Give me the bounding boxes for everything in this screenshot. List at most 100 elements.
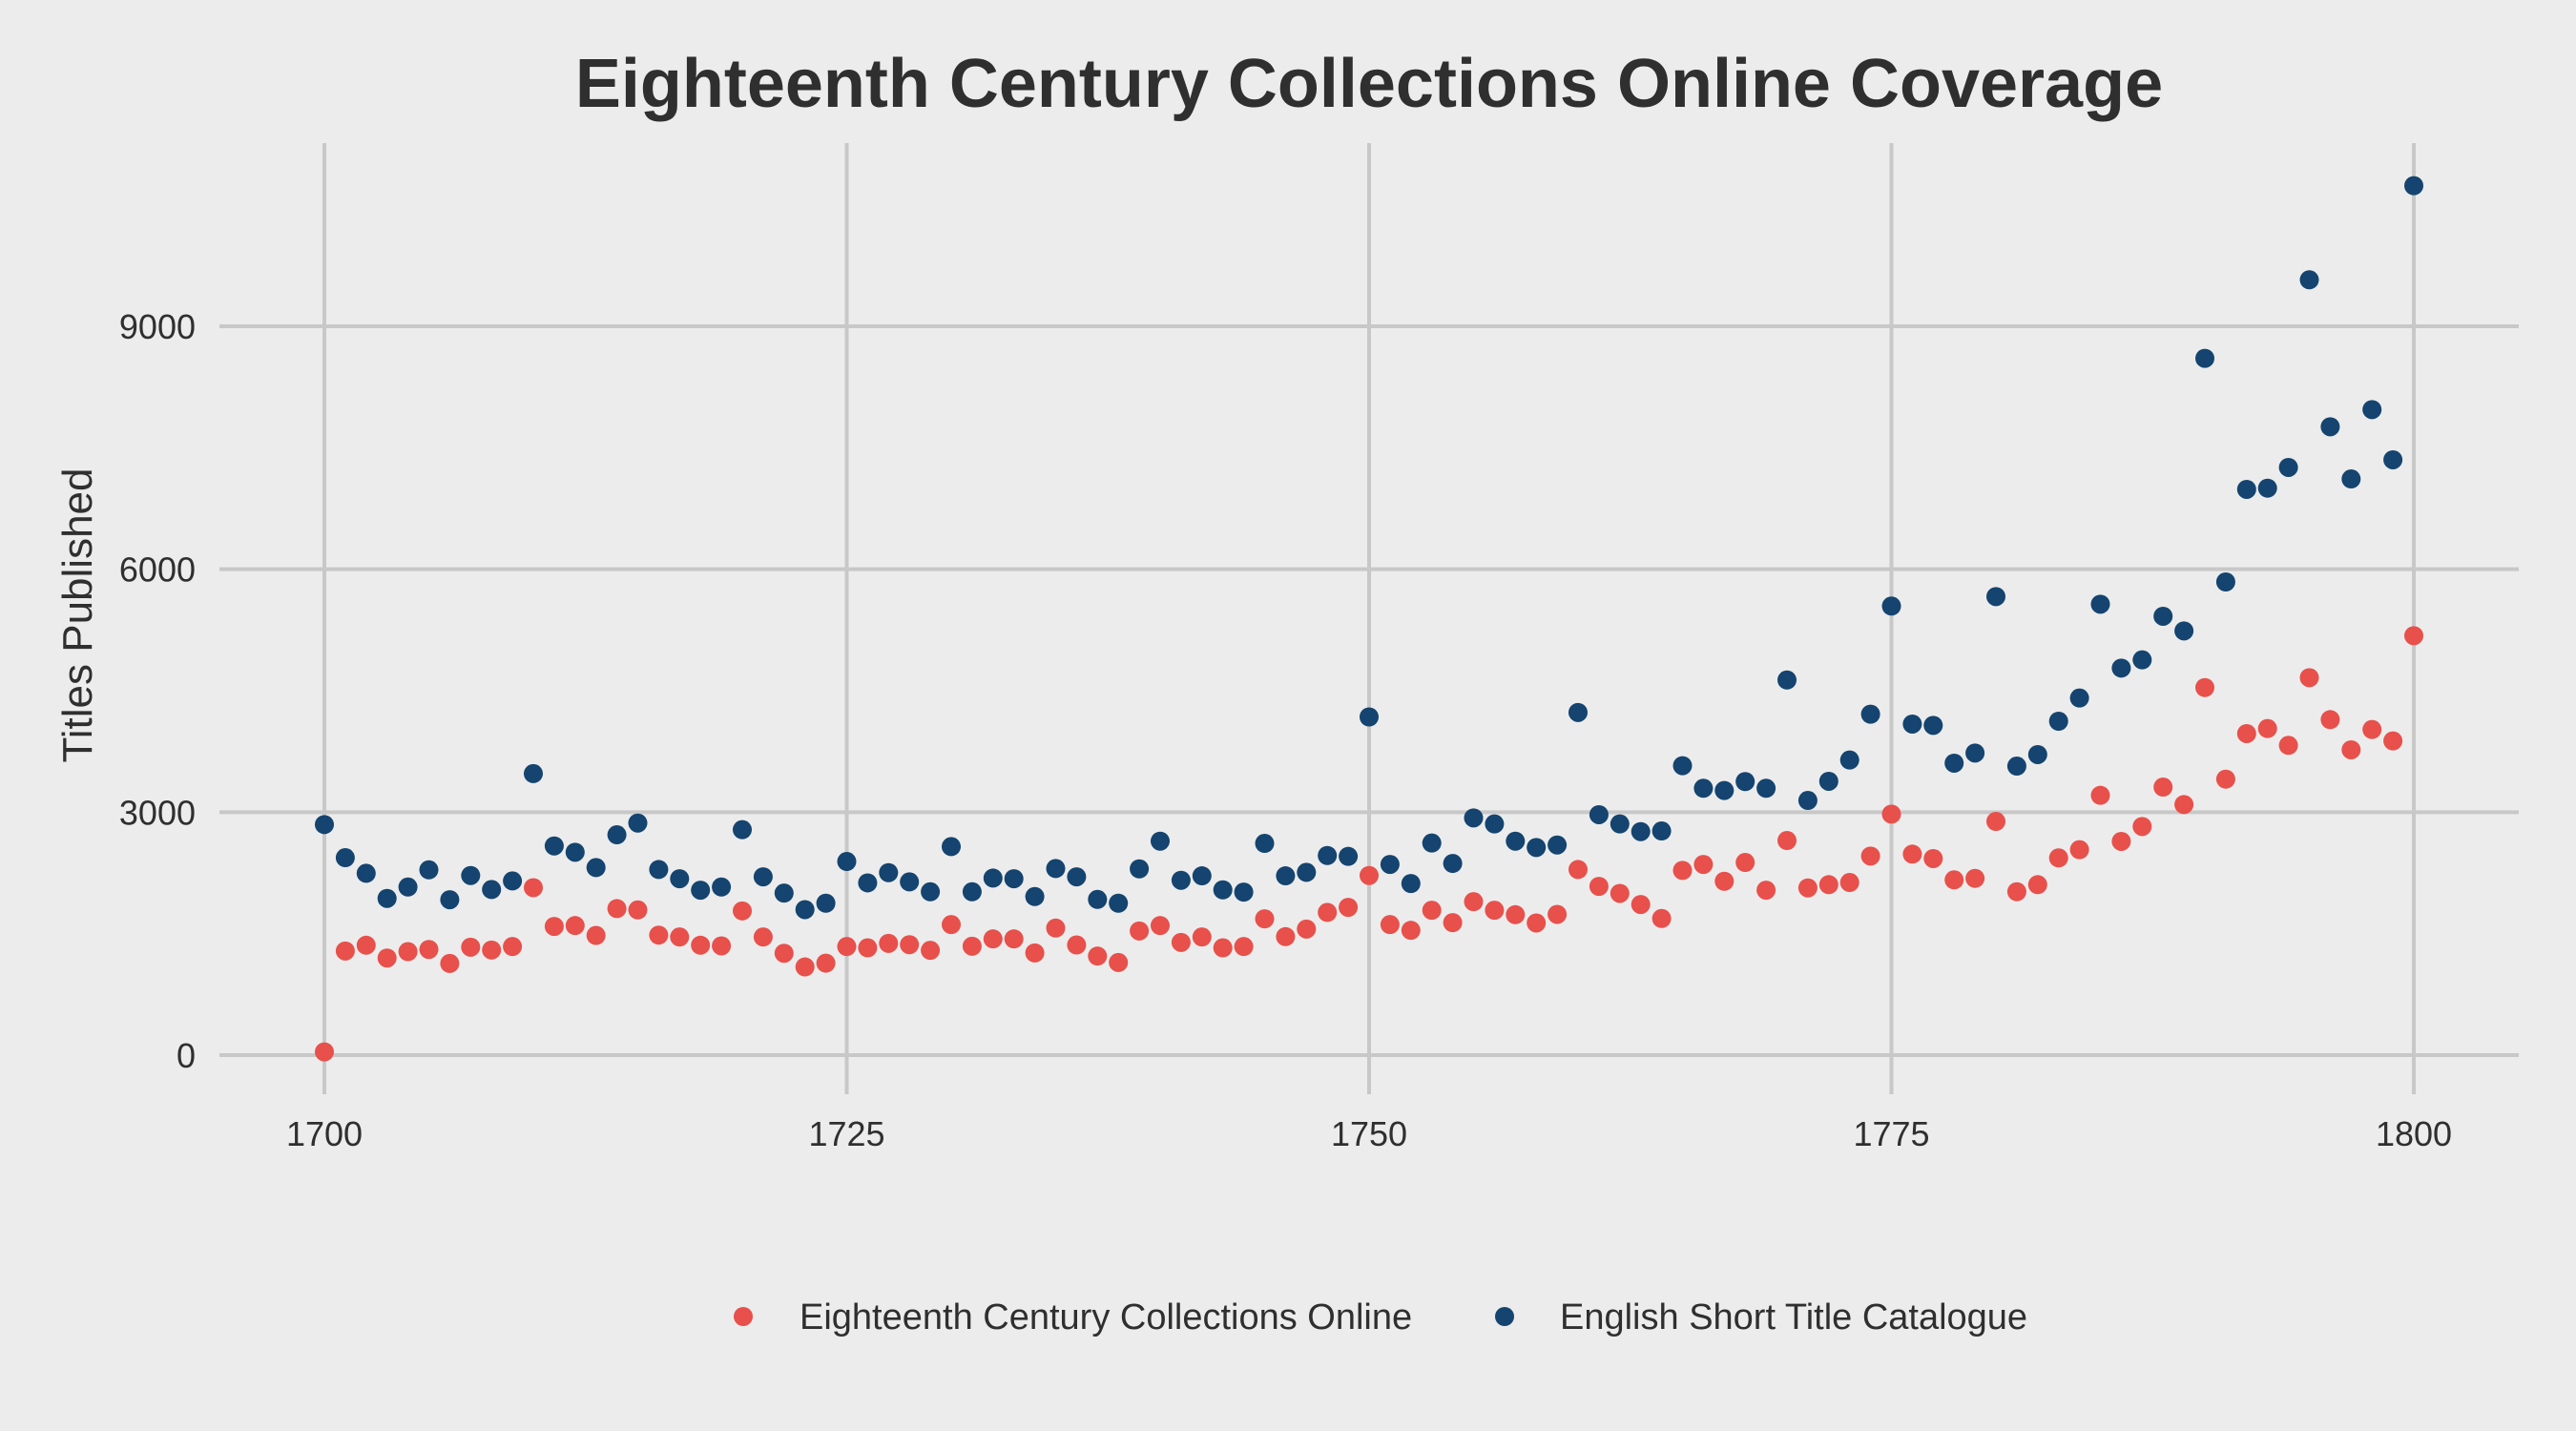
data-point <box>1881 596 1901 616</box>
data-point <box>544 836 564 856</box>
data-point <box>1881 804 1901 824</box>
data-point <box>1986 812 2005 832</box>
data-point <box>1088 946 1108 966</box>
legend-label-estc: English Short Title Catalogue <box>1560 1297 2027 1338</box>
data-point <box>2048 712 2068 732</box>
data-point <box>2195 348 2214 368</box>
data-point <box>2215 769 2235 789</box>
data-point <box>670 927 690 947</box>
data-point <box>1422 901 1442 921</box>
data-point <box>691 881 711 901</box>
data-point <box>2383 731 2403 751</box>
y-tick-label: 9000 <box>119 307 196 346</box>
data-point <box>1693 855 1714 875</box>
x-tick-label: 1700 <box>286 1114 363 1153</box>
data-point <box>1276 926 1296 946</box>
data-point <box>2236 479 2256 499</box>
data-point <box>1171 932 1191 952</box>
data-point <box>1004 929 1024 949</box>
data-point <box>921 941 941 961</box>
data-point <box>879 933 899 953</box>
data-point <box>2048 848 2068 868</box>
data-point <box>733 901 752 921</box>
data-point <box>1589 804 1609 824</box>
y-tick-label: 0 <box>177 1036 196 1075</box>
data-point <box>1255 834 1275 854</box>
data-point <box>1213 938 1233 958</box>
data-point <box>461 937 481 957</box>
data-point <box>2027 744 2047 764</box>
data-point <box>1568 860 1588 880</box>
data-point <box>503 871 523 891</box>
data-point <box>1192 866 1212 886</box>
data-point <box>691 935 711 955</box>
data-point <box>628 900 648 920</box>
data-point <box>2195 677 2214 697</box>
data-point <box>1652 908 1672 928</box>
data-point <box>482 940 502 960</box>
data-point <box>2153 606 2173 626</box>
data-point <box>837 852 857 872</box>
legend-marker-ecco <box>734 1307 753 1326</box>
data-point <box>1318 845 1338 865</box>
data-point <box>2257 478 2277 498</box>
data-point <box>440 890 460 910</box>
data-point <box>1025 943 1045 963</box>
data-point <box>942 915 961 935</box>
data-point <box>1839 873 1859 893</box>
x-tick-label: 1800 <box>2376 1114 2452 1153</box>
data-point <box>733 819 752 840</box>
data-point <box>983 868 1003 888</box>
data-point <box>524 878 543 898</box>
data-point <box>2320 710 2340 730</box>
data-point <box>1652 821 1672 841</box>
data-point <box>315 1042 334 1062</box>
data-point <box>1485 814 1505 834</box>
data-point <box>2383 449 2403 469</box>
data-point <box>524 763 543 783</box>
data-point <box>2299 270 2319 290</box>
data-point <box>461 865 481 885</box>
x-tick-labels: 1700 1725 1750 1775 1800 <box>286 1114 2452 1153</box>
data-point <box>942 837 961 857</box>
data-point <box>1276 866 1296 886</box>
data-point <box>1568 702 1588 722</box>
data-point <box>900 935 920 955</box>
data-point <box>837 937 857 957</box>
data-point <box>795 900 815 920</box>
data-point <box>795 957 815 977</box>
data-point <box>398 877 418 897</box>
data-point <box>544 917 564 937</box>
data-point <box>774 944 794 964</box>
data-point <box>1046 918 1066 938</box>
data-point <box>1380 915 1400 935</box>
data-point <box>1151 916 1170 936</box>
data-point <box>1548 835 1568 855</box>
data-point <box>1151 831 1170 851</box>
data-point <box>1422 833 1442 853</box>
data-point <box>607 899 627 919</box>
data-point <box>356 935 376 955</box>
data-point <box>1004 869 1024 889</box>
data-point <box>1443 913 1463 933</box>
x-tick-label: 1750 <box>1331 1114 1407 1153</box>
data-point <box>1234 937 1254 957</box>
data-point <box>1860 704 1880 724</box>
data-point <box>1818 771 1839 791</box>
data-point <box>1088 889 1108 909</box>
data-point <box>1109 893 1129 913</box>
data-point <box>983 929 1003 949</box>
data-point <box>1067 867 1087 887</box>
data-point <box>1735 772 1755 792</box>
data-point <box>1986 587 2005 607</box>
series-estc <box>315 176 2423 920</box>
data-point <box>377 888 397 908</box>
data-points <box>315 176 2423 1062</box>
data-point <box>879 862 899 882</box>
data-point <box>440 953 460 973</box>
data-point <box>2341 469 2361 489</box>
data-point <box>2257 718 2277 738</box>
data-point <box>1297 919 1317 939</box>
data-point <box>1631 821 1651 841</box>
